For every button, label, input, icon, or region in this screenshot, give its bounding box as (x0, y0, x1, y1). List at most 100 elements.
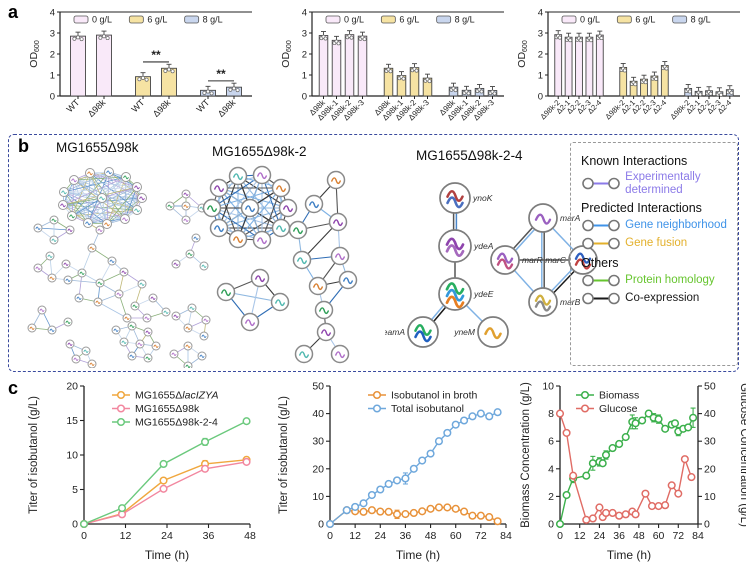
svg-text:2: 2 (548, 491, 554, 503)
legend-item-label: Protein homology (625, 274, 715, 287)
svg-text:**: ** (151, 48, 161, 62)
svg-text:0: 0 (557, 530, 563, 542)
svg-text:20: 20 (312, 463, 324, 475)
svg-text:Biomass Concentration (g/L): Biomass Concentration (g/L) (520, 382, 532, 528)
legend-item-label: Gene neighborhood (625, 219, 727, 232)
svg-text:36: 36 (203, 530, 215, 542)
svg-text:OD600: OD600 (516, 40, 529, 68)
svg-text:2: 2 (302, 50, 307, 61)
svg-text:Time (h): Time (h) (607, 548, 651, 562)
svg-text:48: 48 (425, 530, 437, 542)
svg-text:10: 10 (542, 381, 554, 393)
svg-text:4: 4 (548, 463, 554, 475)
legend-item: Experimentally determined (581, 171, 729, 196)
panel-b-label: b (18, 136, 29, 156)
svg-text:0: 0 (538, 92, 543, 103)
svg-text:8 g/L: 8 g/L (455, 15, 475, 25)
svg-text:12: 12 (349, 530, 361, 542)
node-pair-icon (582, 237, 620, 250)
svg-text:24: 24 (374, 530, 386, 542)
svg-text:72: 72 (672, 530, 684, 542)
svg-text:**: ** (216, 67, 226, 81)
svg-text:40: 40 (704, 408, 716, 420)
node-pair-icon (582, 274, 620, 287)
legend-heading: Predicted Interactions (581, 201, 702, 216)
svg-text:Δ98k: Δ98k (216, 97, 238, 119)
svg-text:0: 0 (548, 519, 554, 531)
svg-text:0 g/L: 0 g/L (580, 15, 600, 25)
line-chart-isobutanol-fedbatch: 0 10 20 30 40 50 0 12 24 36 48 60 72 84 Time (h) Titer … (278, 381, 512, 563)
svg-text:Time (h): Time (h) (396, 548, 440, 562)
svg-text:MG1655ΔlacIZYA: MG1655ΔlacIZYA (135, 390, 218, 402)
svg-text:ydeA: ydeA (473, 241, 494, 251)
svg-text:40: 40 (312, 408, 324, 420)
interaction-legend: Known Interactions Experimentally determi… (570, 142, 738, 366)
svg-text:6 g/L: 6 g/L (147, 15, 167, 25)
node-pair-icon (582, 292, 620, 305)
network-title-2: MG1655Δ98k-2 (212, 144, 307, 159)
legend-item-label: Co-expression (625, 292, 700, 305)
svg-text:6 g/L: 6 g/L (635, 15, 655, 25)
svg-text:0: 0 (50, 92, 55, 103)
bar-chart-od600-wt-vs-d98k: 0 1 2 3 4 OD600 WT Δ98k WT Δ98k WT Δ98k 0 g/L 6 g/L 8 … (28, 8, 252, 119)
svg-text:8: 8 (548, 408, 554, 420)
interaction-network-d98k-2 (202, 165, 358, 364)
svg-text:5: 5 (72, 484, 78, 496)
svg-text:Δ98k: Δ98k (151, 97, 173, 119)
svg-text:15: 15 (66, 415, 78, 427)
svg-text:0: 0 (81, 530, 87, 542)
svg-text:6: 6 (548, 436, 554, 448)
svg-text:marC: marC (545, 255, 567, 265)
network-title-1: MG1655Δ98k (56, 140, 139, 155)
svg-text:4: 4 (50, 8, 55, 19)
legend-item-label: Experimentally determined (625, 171, 701, 196)
svg-text:Isobutanol in broth: Isobutanol in broth (391, 390, 478, 402)
svg-text:OD600: OD600 (28, 40, 41, 68)
svg-text:50: 50 (704, 381, 716, 393)
svg-text:4: 4 (538, 8, 543, 19)
svg-text:1: 1 (50, 71, 55, 82)
svg-text:0: 0 (318, 519, 324, 531)
legend-item: Co-expression (581, 291, 729, 306)
svg-text:0: 0 (327, 530, 333, 542)
svg-text:10: 10 (66, 450, 78, 462)
svg-text:0 g/L: 0 g/L (92, 15, 112, 25)
svg-text:72: 72 (475, 530, 487, 542)
svg-text:0 g/L: 0 g/L (344, 15, 364, 25)
svg-text:eamA: eamA (385, 327, 405, 337)
svg-text:1: 1 (538, 71, 543, 82)
svg-text:WT: WT (194, 97, 211, 114)
node-pair-icon (582, 177, 620, 190)
svg-text:24: 24 (161, 530, 173, 542)
svg-text:36: 36 (613, 530, 625, 542)
svg-text:marR: marR (522, 255, 543, 265)
svg-text:0: 0 (302, 92, 307, 103)
svg-text:Glucose: Glucose (599, 403, 638, 415)
legend-item: Gene neighborhood (581, 218, 729, 233)
svg-text:50: 50 (312, 381, 324, 393)
legend-item-label: Gene fusion (625, 237, 688, 250)
svg-text:10: 10 (704, 491, 716, 503)
svg-text:2: 2 (50, 50, 55, 61)
svg-text:WT: WT (129, 97, 146, 114)
svg-text:48: 48 (244, 530, 256, 542)
line-chart-isobutanol-titer-strains: 0 5 10 15 20 0 12 24 36 48 Time (h) Titer of isobut… (28, 381, 256, 563)
svg-text:Time (h): Time (h) (145, 548, 189, 562)
svg-text:Titer of isobutanol (g/L): Titer of isobutanol (g/L) (278, 396, 290, 514)
svg-text:WT: WT (64, 97, 81, 114)
svg-text:12: 12 (574, 530, 586, 542)
svg-text:ynoK: ynoK (472, 193, 493, 203)
svg-text:6 g/L: 6 g/L (399, 15, 419, 25)
node-pair-icon (582, 219, 620, 232)
svg-text:36: 36 (400, 530, 412, 542)
svg-text:yneM: yneM (453, 327, 476, 337)
svg-text:Glucose Concentration (g/L): Glucose Concentration (g/L) (738, 383, 746, 527)
svg-text:4: 4 (302, 8, 307, 19)
svg-text:OD600: OD600 (280, 40, 293, 68)
svg-text:30: 30 (704, 436, 716, 448)
legend-heading: Others (581, 256, 619, 271)
svg-text:1: 1 (302, 71, 307, 82)
